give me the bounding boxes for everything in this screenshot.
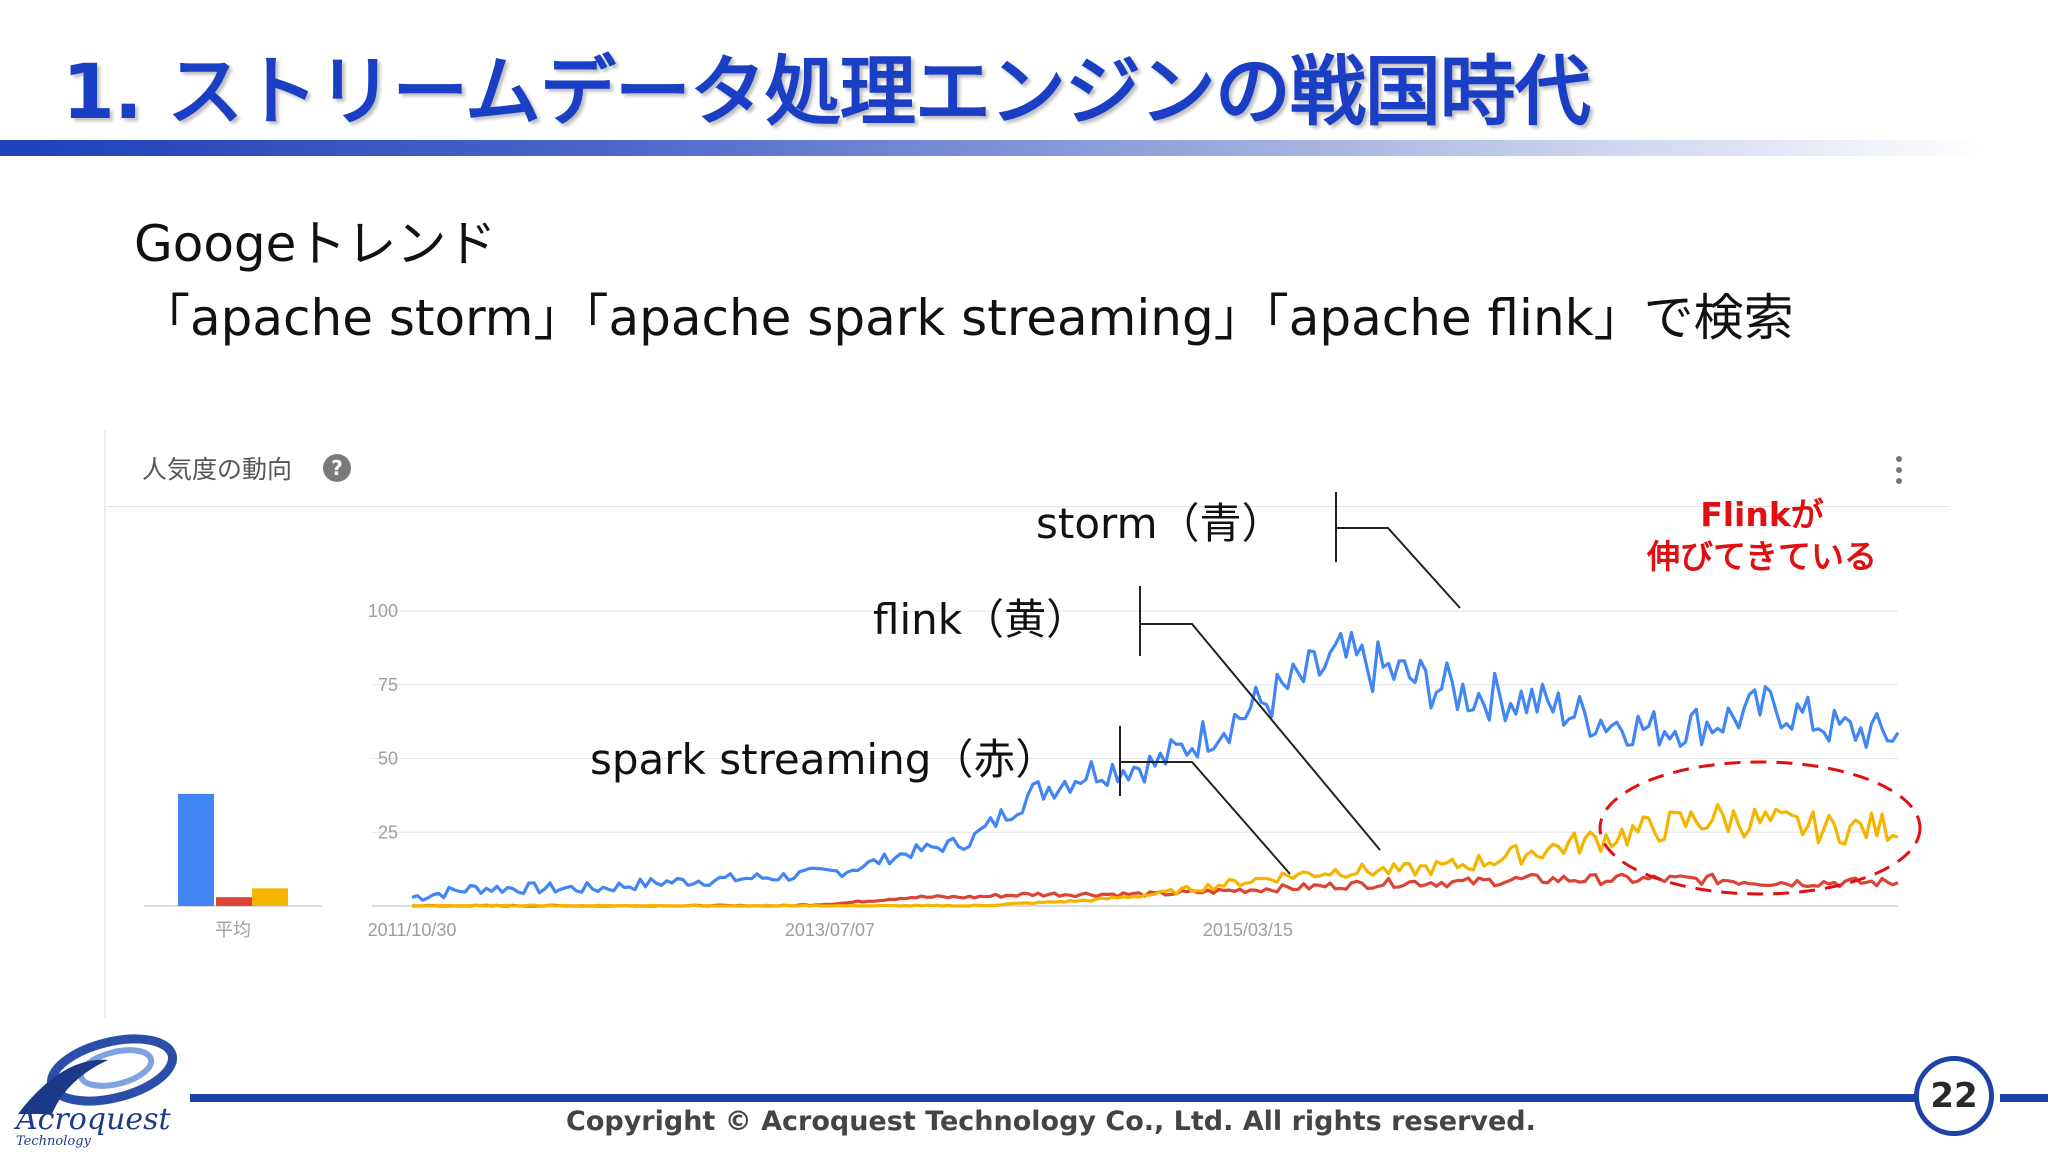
x-tick-label: 2011/10/30	[368, 920, 457, 940]
y-tick-label: 75	[378, 675, 398, 695]
avg-bar-1	[216, 897, 252, 906]
storm-callout-line	[1336, 527, 1461, 609]
avg-bar-0	[178, 793, 214, 906]
spark-annotation: spark streaming（赤）	[590, 735, 1057, 784]
subtitle-line-2: 「apache storm」「apache spark streaming」「a…	[140, 289, 1794, 347]
avg-category-label: 平均	[215, 920, 251, 940]
series-line-0	[411, 630, 1900, 902]
acroquest-logo	[18, 1034, 178, 1114]
flink-note-line-2: 伸びてきている	[1646, 537, 1877, 576]
copyright-text: Copyright © Acroquest Technology Co., Lt…	[566, 1106, 1536, 1137]
y-tick-label: 100	[368, 601, 398, 621]
footer-rule-right	[2000, 1094, 2048, 1102]
series-line-2	[412, 802, 1899, 908]
title-rule	[0, 140, 2048, 156]
panel-header-divider	[106, 506, 1950, 507]
more-vert-icon[interactable]	[1894, 456, 1904, 486]
page-number: 22	[1914, 1056, 1994, 1136]
slide-title: 1. ストリームデータ処理エンジンの戦国時代	[62, 47, 1591, 136]
logo-name: Acroquest	[16, 1102, 171, 1137]
spark-callout-line	[1120, 761, 1291, 875]
flink-highlight-ellipse	[1598, 760, 1922, 896]
y-tick-label: 25	[378, 822, 398, 842]
x-tick-label: 2013/07/07	[785, 920, 875, 940]
subtitle-line-1: Googeトレンド	[134, 215, 497, 273]
help-circle-icon[interactable]: ?	[323, 454, 351, 482]
y-tick-label: 50	[378, 749, 398, 769]
flink-note-line-1: Flinkが	[1700, 495, 1824, 534]
x-tick-label: 2015/03/15	[1203, 920, 1293, 940]
logo-subtext: Technology	[16, 1134, 91, 1149]
footer-rule	[190, 1094, 1920, 1102]
flink-callout-line	[1140, 623, 1381, 851]
avg-bar-2	[252, 888, 288, 906]
panel-title: 人気度の動向	[142, 455, 293, 484]
flink-annotation: flink（黄）	[873, 595, 1088, 644]
trend-panel	[104, 430, 1952, 1018]
storm-annotation: storm（青）	[1036, 499, 1284, 548]
